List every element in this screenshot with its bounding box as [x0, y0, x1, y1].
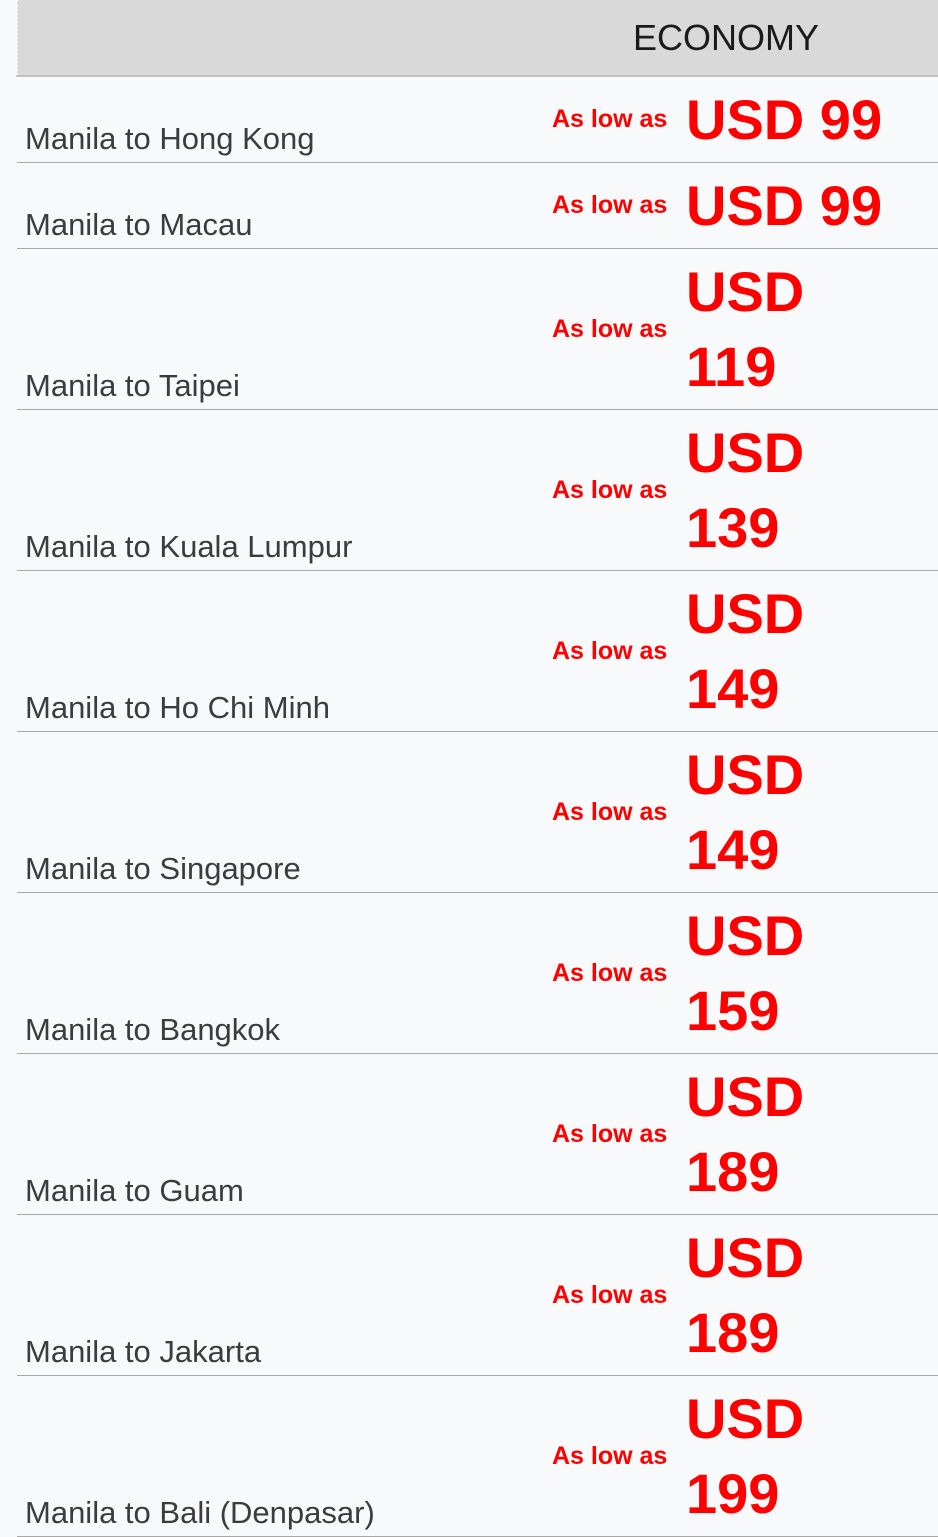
fare-row: Manila to Hong Kong As low as USD 99	[17, 76, 938, 163]
price-line: As low as USD 139	[514, 415, 938, 565]
price-line: As low as USD 159	[514, 898, 938, 1048]
as-low-as-label: As low as	[552, 1280, 668, 1309]
fare-row: Manila to Macau As low as USD 99	[17, 162, 938, 249]
price-line: As low as USD 189	[514, 1059, 938, 1209]
fare-amount: USD 99	[686, 174, 883, 237]
fare-table: ECONOMY Manila to Hong Kong As low as US…	[16, 0, 938, 1537]
price-line: As low as USD 149	[514, 576, 938, 726]
fare-table-header: ECONOMY	[16, 0, 938, 77]
fare-amount: USD 149	[686, 743, 805, 881]
price-line: As low as USD 199	[514, 1381, 938, 1531]
as-low-as-label: As low as	[552, 958, 668, 987]
price-cell: As low as USD 149	[514, 570, 938, 732]
price-cell: As low as USD 139	[514, 409, 938, 571]
route-name: Manila to Hong Kong	[17, 76, 514, 163]
price-cell: As low as USD 199	[514, 1375, 938, 1537]
fare-row: Manila to Ho Chi Minh As low as USD 149	[17, 570, 938, 732]
fare-row: Manila to Bali (Denpasar) As low as USD …	[17, 1375, 938, 1537]
economy-column-header: ECONOMY	[514, 0, 938, 77]
price-cell: As low as USD 159	[514, 892, 938, 1054]
price-cell: As low as USD 99	[514, 162, 938, 249]
route-name: Manila to Jakarta	[17, 1214, 514, 1376]
fare-amount: USD 199	[686, 1387, 805, 1525]
route-name: Manila to Kuala Lumpur	[17, 409, 514, 571]
as-low-as-label: As low as	[552, 636, 668, 665]
route-name: Manila to Macau	[17, 162, 514, 249]
fare-amount: USD 189	[686, 1226, 805, 1364]
fare-table-body: Manila to Hong Kong As low as USD 99 Man…	[17, 76, 938, 1537]
price-line: As low as USD 99	[514, 82, 938, 157]
price-line: As low as USD 119	[514, 254, 938, 404]
as-low-as-label: As low as	[552, 475, 668, 504]
route-column-header	[16, 0, 514, 77]
fare-amount: USD 99	[686, 88, 883, 151]
fare-amount: USD 139	[686, 421, 805, 559]
route-name: Manila to Singapore	[17, 731, 514, 893]
fare-amount: USD 189	[686, 1065, 805, 1203]
route-name: Manila to Ho Chi Minh	[17, 570, 514, 732]
as-low-as-label: As low as	[552, 797, 668, 826]
route-name: Manila to Taipei	[17, 248, 514, 410]
fare-row: Manila to Taipei As low as USD 119	[17, 248, 938, 410]
fare-row: Manila to Singapore As low as USD 149	[17, 731, 938, 893]
route-name: Manila to Guam	[17, 1053, 514, 1215]
fare-amount: USD 119	[686, 260, 805, 398]
route-name: Manila to Bangkok	[17, 892, 514, 1054]
as-low-as-label: As low as	[552, 105, 668, 133]
fare-amount: USD 159	[686, 904, 805, 1042]
price-cell: As low as USD 149	[514, 731, 938, 893]
as-low-as-label: As low as	[552, 1119, 668, 1148]
as-low-as-label: As low as	[552, 1441, 668, 1470]
header-row: ECONOMY	[16, 0, 938, 77]
as-low-as-label: As low as	[552, 191, 668, 219]
price-cell: As low as USD 99	[514, 76, 938, 163]
fare-row: Manila to Bangkok As low as USD 159	[17, 892, 938, 1054]
price-line: As low as USD 99	[514, 168, 938, 243]
as-low-as-label: As low as	[552, 314, 668, 343]
fare-row: Manila to Kuala Lumpur As low as USD 139	[17, 409, 938, 571]
price-line: As low as USD 149	[514, 737, 938, 887]
price-line: As low as USD 189	[514, 1220, 938, 1370]
price-cell: As low as USD 189	[514, 1214, 938, 1376]
fare-row: Manila to Jakarta As low as USD 189	[17, 1214, 938, 1376]
price-cell: As low as USD 119	[514, 248, 938, 410]
fare-amount: USD 149	[686, 582, 805, 720]
price-cell: As low as USD 189	[514, 1053, 938, 1215]
route-name: Manila to Bali (Denpasar)	[17, 1375, 514, 1537]
fare-row: Manila to Guam As low as USD 189	[17, 1053, 938, 1215]
